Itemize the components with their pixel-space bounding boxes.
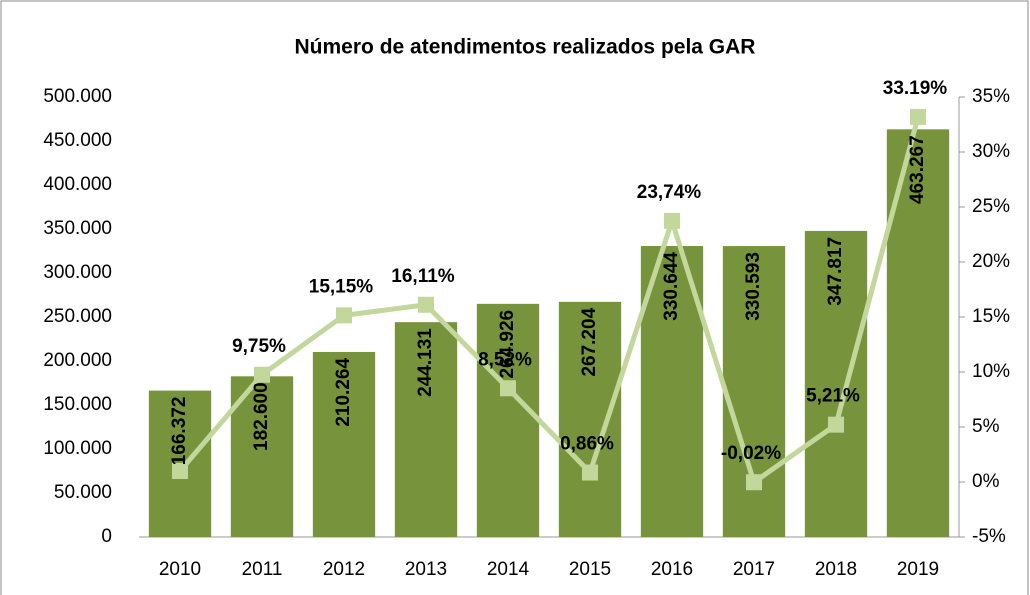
x-tick-label: 2012 xyxy=(323,559,365,580)
data-label: 9,75% xyxy=(232,336,286,357)
data-label: 347.817 xyxy=(825,237,846,306)
marker xyxy=(746,474,762,491)
y2-tick-label: -5% xyxy=(972,526,1006,547)
data-label: 8,52% xyxy=(478,349,532,370)
data-label: -0,02% xyxy=(721,443,781,464)
x-tick-label: 2019 xyxy=(897,559,939,580)
y-tick-label: 50.000 xyxy=(54,482,112,503)
marker xyxy=(910,108,926,125)
marker xyxy=(418,296,434,313)
data-label: 463.267 xyxy=(907,135,928,204)
data-label: 23,74% xyxy=(637,182,702,203)
y-tick-label: 300.000 xyxy=(43,262,112,283)
data-label: 264.926 xyxy=(497,310,518,379)
x-tick-label: 2013 xyxy=(405,559,447,580)
marker xyxy=(664,212,680,229)
data-label: 16,11% xyxy=(391,266,454,287)
marker xyxy=(828,416,844,433)
y2-tick-label: 20% xyxy=(972,251,1010,272)
data-label: 210.264 xyxy=(333,358,354,427)
marker xyxy=(254,366,270,383)
marker xyxy=(582,464,598,481)
y-tick-label: 150.000 xyxy=(43,394,112,415)
x-tick-label: 2015 xyxy=(569,559,611,580)
y-tick-label: 0 xyxy=(101,526,112,547)
data-label: 330.593 xyxy=(743,252,764,321)
y-tick-label: 250.000 xyxy=(43,306,112,327)
x-tick-label: 2011 xyxy=(242,559,283,580)
data-label: 182.600 xyxy=(251,382,272,451)
y2-tick-label: 35% xyxy=(972,86,1010,107)
bar xyxy=(476,303,540,537)
y2-tick-label: 0% xyxy=(972,471,1000,492)
y2-tick-label: 25% xyxy=(972,196,1010,217)
y2-tick-label: 10% xyxy=(972,361,1010,382)
x-tick-label: 2018 xyxy=(815,559,857,580)
y2-tick-label: 15% xyxy=(972,306,1010,327)
marker xyxy=(172,463,188,479)
bar xyxy=(312,351,376,537)
line xyxy=(178,116,921,487)
data-label: 166.372 xyxy=(169,397,190,466)
data-label: 5,21% xyxy=(806,386,860,407)
data-label: 244.131 xyxy=(415,328,436,397)
bar xyxy=(230,376,294,537)
data-label: 267.204 xyxy=(579,307,600,376)
y-tick-label: 350.000 xyxy=(43,218,112,239)
x-tick-label: 2016 xyxy=(651,559,693,580)
data-label: 33.19% xyxy=(883,78,948,99)
marker xyxy=(336,307,352,324)
y-tick-label: 400.000 xyxy=(43,174,112,195)
y-tick-label: 450.000 xyxy=(43,130,112,151)
x-tick-label: 2017 xyxy=(733,559,775,580)
y-tick-label: 500.000 xyxy=(43,86,112,107)
data-label: 0,86% xyxy=(560,434,614,455)
y2-tick-label: 5% xyxy=(972,416,1000,437)
marker xyxy=(500,380,516,397)
y2-tick-label: 30% xyxy=(972,141,1010,162)
bar xyxy=(394,322,458,537)
y-tick-label: 200.000 xyxy=(43,350,112,371)
data-label: 330.644 xyxy=(661,252,682,321)
bar xyxy=(804,230,868,538)
bar xyxy=(558,301,622,537)
chart-title: Número de atendimentos realizados pela G… xyxy=(295,36,756,59)
x-tick-label: 2014 xyxy=(487,559,530,580)
x-tick-label: 2010 xyxy=(159,559,201,580)
y-tick-label: 100.000 xyxy=(43,438,112,459)
data-label: 15,15% xyxy=(309,276,374,297)
